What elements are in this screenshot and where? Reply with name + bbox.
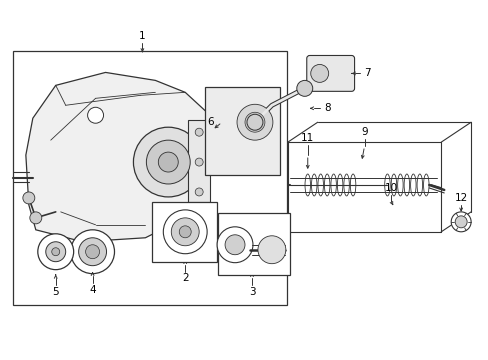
Text: 9: 9 bbox=[361, 127, 367, 137]
Circle shape bbox=[23, 192, 35, 204]
Text: 11: 11 bbox=[301, 133, 314, 143]
PathPatch shape bbox=[26, 72, 210, 242]
Text: 6: 6 bbox=[206, 117, 213, 127]
FancyBboxPatch shape bbox=[306, 55, 354, 91]
Ellipse shape bbox=[324, 174, 329, 196]
Circle shape bbox=[224, 235, 244, 255]
Circle shape bbox=[46, 242, 65, 262]
Bar bbox=[13, 50, 286, 305]
Circle shape bbox=[195, 128, 203, 136]
Ellipse shape bbox=[390, 174, 396, 196]
Circle shape bbox=[258, 236, 285, 264]
Circle shape bbox=[195, 158, 203, 166]
Ellipse shape bbox=[337, 174, 342, 196]
Bar bbox=[205, 87, 279, 175]
Circle shape bbox=[450, 212, 470, 232]
Ellipse shape bbox=[397, 174, 402, 196]
Circle shape bbox=[146, 140, 190, 184]
Ellipse shape bbox=[330, 174, 336, 196]
Ellipse shape bbox=[416, 174, 422, 196]
Text: 8: 8 bbox=[324, 103, 330, 113]
Circle shape bbox=[158, 152, 178, 172]
Bar bbox=[152, 202, 217, 262]
Circle shape bbox=[179, 226, 191, 238]
Circle shape bbox=[296, 80, 312, 96]
Text: 1: 1 bbox=[139, 31, 145, 41]
Text: 3: 3 bbox=[248, 287, 255, 297]
Circle shape bbox=[246, 114, 263, 130]
Circle shape bbox=[85, 245, 100, 259]
Circle shape bbox=[237, 104, 272, 140]
Circle shape bbox=[454, 216, 466, 228]
Circle shape bbox=[87, 107, 103, 123]
Ellipse shape bbox=[317, 174, 323, 196]
Text: 10: 10 bbox=[384, 183, 397, 193]
Ellipse shape bbox=[343, 174, 348, 196]
Circle shape bbox=[38, 234, 74, 270]
Circle shape bbox=[163, 210, 207, 254]
Circle shape bbox=[133, 127, 203, 197]
Text: 7: 7 bbox=[364, 68, 370, 78]
Ellipse shape bbox=[384, 174, 389, 196]
Text: 4: 4 bbox=[89, 284, 96, 294]
Circle shape bbox=[217, 227, 252, 263]
Ellipse shape bbox=[403, 174, 409, 196]
Ellipse shape bbox=[423, 174, 428, 196]
Circle shape bbox=[30, 212, 41, 224]
Ellipse shape bbox=[311, 174, 316, 196]
Circle shape bbox=[244, 112, 264, 132]
Circle shape bbox=[195, 188, 203, 196]
Text: 12: 12 bbox=[454, 193, 467, 203]
Circle shape bbox=[52, 248, 60, 256]
Ellipse shape bbox=[410, 174, 415, 196]
Bar bbox=[188, 120, 210, 202]
Text: 5: 5 bbox=[52, 287, 59, 297]
Text: 2: 2 bbox=[182, 273, 188, 283]
Ellipse shape bbox=[349, 174, 355, 196]
Circle shape bbox=[79, 238, 106, 266]
Bar bbox=[218, 213, 289, 275]
Circle shape bbox=[310, 64, 328, 82]
Circle shape bbox=[71, 230, 114, 274]
Circle shape bbox=[171, 218, 199, 246]
Ellipse shape bbox=[305, 174, 310, 196]
